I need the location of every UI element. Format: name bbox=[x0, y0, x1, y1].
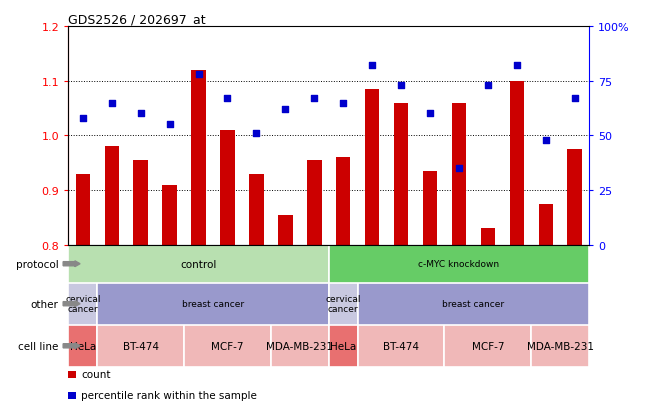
Text: count: count bbox=[81, 370, 111, 380]
Bar bbox=[480, 229, 495, 245]
Point bbox=[482, 83, 493, 89]
Bar bbox=[68, 245, 329, 283]
Bar bbox=[68, 325, 97, 367]
Bar bbox=[452, 103, 466, 245]
Bar bbox=[68, 283, 97, 325]
Text: BT-474: BT-474 bbox=[383, 341, 419, 351]
Text: cervical
cancer: cervical cancer bbox=[326, 294, 361, 313]
Point bbox=[280, 107, 290, 113]
Point bbox=[107, 100, 117, 107]
Bar bbox=[336, 158, 350, 245]
Bar bbox=[510, 81, 524, 245]
Text: MDA-MB-231: MDA-MB-231 bbox=[527, 341, 594, 351]
Text: HeLa: HeLa bbox=[330, 341, 356, 351]
Point bbox=[193, 71, 204, 78]
Point bbox=[454, 166, 464, 172]
Bar bbox=[329, 283, 357, 325]
Text: HeLa: HeLa bbox=[70, 341, 96, 351]
Point bbox=[570, 95, 580, 102]
Bar bbox=[357, 325, 445, 367]
Bar bbox=[278, 215, 292, 245]
Text: GDS2526 / 202697_at: GDS2526 / 202697_at bbox=[68, 13, 206, 26]
Point bbox=[77, 115, 88, 122]
Point bbox=[165, 122, 175, 128]
Bar bbox=[531, 325, 589, 367]
Point bbox=[425, 111, 436, 117]
Point bbox=[367, 63, 378, 69]
Bar bbox=[220, 131, 235, 245]
Bar bbox=[307, 161, 322, 245]
Bar bbox=[76, 174, 90, 245]
Point bbox=[309, 95, 320, 102]
Point bbox=[338, 100, 348, 107]
Bar bbox=[357, 283, 589, 325]
Bar bbox=[538, 204, 553, 245]
Text: breast cancer: breast cancer bbox=[443, 299, 505, 309]
Text: MDA-MB-231: MDA-MB-231 bbox=[266, 341, 333, 351]
Text: cervical
cancer: cervical cancer bbox=[65, 294, 100, 313]
Bar bbox=[329, 245, 589, 283]
Bar bbox=[329, 325, 357, 367]
Text: c-MYC knockdown: c-MYC knockdown bbox=[419, 260, 499, 268]
Bar bbox=[162, 185, 177, 245]
Point bbox=[512, 63, 522, 69]
Point bbox=[396, 83, 406, 89]
Bar bbox=[568, 150, 582, 245]
Bar bbox=[184, 325, 271, 367]
Bar bbox=[445, 325, 531, 367]
Text: MCF-7: MCF-7 bbox=[471, 341, 504, 351]
Bar bbox=[191, 71, 206, 245]
Bar bbox=[271, 325, 329, 367]
Text: breast cancer: breast cancer bbox=[182, 299, 244, 309]
Bar bbox=[422, 171, 437, 245]
Point bbox=[222, 95, 232, 102]
Bar bbox=[394, 103, 408, 245]
Point bbox=[251, 131, 262, 137]
Bar bbox=[105, 147, 119, 245]
Bar bbox=[133, 161, 148, 245]
Point bbox=[540, 137, 551, 144]
Bar bbox=[249, 174, 264, 245]
Bar bbox=[97, 283, 329, 325]
Text: cell line: cell line bbox=[18, 341, 59, 351]
Point bbox=[135, 111, 146, 117]
Text: percentile rank within the sample: percentile rank within the sample bbox=[81, 390, 257, 400]
Bar bbox=[365, 90, 380, 245]
Bar bbox=[97, 325, 184, 367]
Text: MCF-7: MCF-7 bbox=[211, 341, 243, 351]
Text: BT-474: BT-474 bbox=[122, 341, 159, 351]
Text: control: control bbox=[180, 259, 217, 269]
Text: other: other bbox=[31, 299, 59, 309]
Text: protocol: protocol bbox=[16, 259, 59, 269]
